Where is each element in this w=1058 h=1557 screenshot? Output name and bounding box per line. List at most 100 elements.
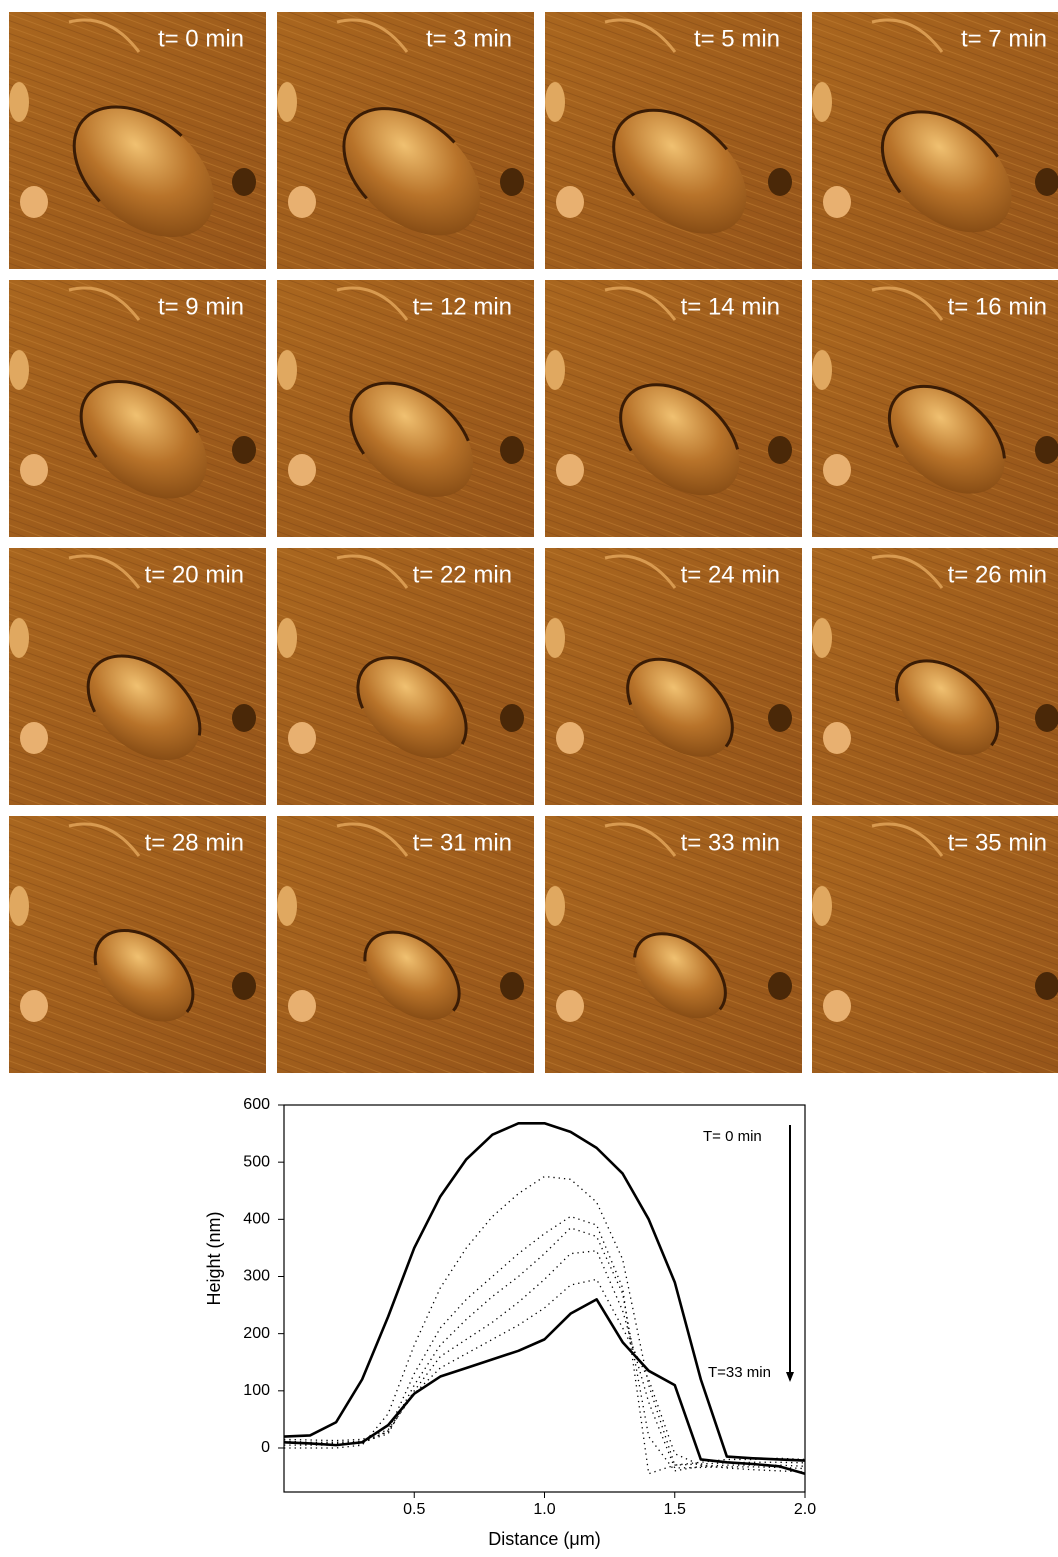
- y-tick-label: 100: [243, 1382, 270, 1399]
- particle: [9, 82, 29, 122]
- panel-label: t= 3 min: [426, 25, 512, 52]
- afm-panel: t= 28 min: [9, 816, 266, 1073]
- annotation: T= 0 min: [703, 1128, 762, 1145]
- x-tick-label: 1.0: [533, 1501, 555, 1518]
- particle: [500, 168, 524, 196]
- y-tick-label: 0: [261, 1439, 270, 1456]
- panel-label: t= 20 min: [145, 561, 244, 588]
- panel-label: t= 9 min: [158, 293, 244, 320]
- particle: [545, 618, 565, 658]
- particle: [556, 722, 584, 754]
- x-tick-label: 0.5: [403, 1501, 425, 1518]
- particle: [545, 82, 565, 122]
- particle: [277, 618, 297, 658]
- afm-panel: t= 3 min: [277, 12, 534, 269]
- x-tick-label: 1.5: [664, 1501, 686, 1518]
- particle: [232, 436, 256, 464]
- particle: [20, 454, 48, 486]
- y-tick-label: 600: [243, 1096, 270, 1113]
- y-tick-label: 500: [243, 1153, 270, 1170]
- series-line: [284, 1216, 805, 1473]
- panel-label: t= 35 min: [948, 829, 1047, 856]
- particle: [812, 82, 832, 122]
- afm-panel: t= 33 min: [545, 816, 802, 1073]
- panel-label: t= 26 min: [948, 561, 1047, 588]
- particle: [9, 618, 29, 658]
- particle: [545, 886, 565, 926]
- particle: [232, 972, 256, 1000]
- x-tick-label: 2.0: [794, 1501, 816, 1518]
- particle: [277, 82, 297, 122]
- particle: [823, 990, 851, 1022]
- panel-label: t= 12 min: [413, 293, 512, 320]
- y-axis-label: Height (nm): [204, 1211, 224, 1305]
- series-line: [284, 1176, 805, 1465]
- arrow-head: [786, 1372, 794, 1382]
- particle: [768, 168, 792, 196]
- particle: [823, 186, 851, 218]
- particle: [500, 972, 524, 1000]
- panel-label: t= 5 min: [694, 25, 780, 52]
- particle: [277, 886, 297, 926]
- panel-label: t= 33 min: [681, 829, 780, 856]
- afm-panel: t= 0 min: [9, 12, 266, 269]
- particle: [1035, 436, 1058, 464]
- panel-label: t= 28 min: [145, 829, 244, 856]
- panel-label: t= 24 min: [681, 561, 780, 588]
- afm-panel: t= 24 min: [545, 548, 802, 805]
- particle: [1035, 168, 1058, 196]
- particle: [288, 454, 316, 486]
- particle: [768, 704, 792, 732]
- panel-label: t= 0 min: [158, 25, 244, 52]
- annotation: T=33 min: [708, 1364, 771, 1381]
- particle: [20, 990, 48, 1022]
- afm-panel: t= 20 min: [9, 548, 266, 805]
- particle: [232, 168, 256, 196]
- series-line: [284, 1251, 805, 1469]
- particle: [823, 722, 851, 754]
- particle: [823, 454, 851, 486]
- afm-panel: t= 22 min: [277, 548, 534, 805]
- afm-panel: t= 26 min: [812, 548, 1058, 805]
- series-line: [284, 1299, 805, 1473]
- afm-panel: t= 7 min: [812, 12, 1058, 269]
- series-line: [284, 1123, 805, 1460]
- particle: [768, 972, 792, 1000]
- particle: [20, 722, 48, 754]
- plot-frame: [284, 1105, 805, 1492]
- particle: [288, 186, 316, 218]
- panel-label: t= 7 min: [961, 25, 1047, 52]
- particle: [545, 350, 565, 390]
- panel-label: t= 22 min: [413, 561, 512, 588]
- particle: [812, 350, 832, 390]
- particle: [288, 722, 316, 754]
- particle: [500, 436, 524, 464]
- afm-panel: t= 9 min: [9, 280, 266, 537]
- particle: [232, 704, 256, 732]
- afm-panel: t= 14 min: [545, 280, 802, 537]
- particle: [1035, 972, 1058, 1000]
- panel-label: t= 31 min: [413, 829, 512, 856]
- afm-panel: t= 12 min: [277, 280, 534, 537]
- afm-panel: t= 5 min: [545, 12, 802, 269]
- particle: [500, 704, 524, 732]
- particle: [9, 886, 29, 926]
- x-axis-label: Distance (μm): [488, 1529, 600, 1549]
- particle: [768, 436, 792, 464]
- particle: [288, 990, 316, 1022]
- particle: [1035, 704, 1058, 732]
- particle: [556, 454, 584, 486]
- particle: [9, 350, 29, 390]
- particle: [556, 186, 584, 218]
- series-line: [284, 1228, 805, 1471]
- panel-label: t= 16 min: [948, 293, 1047, 320]
- particle: [20, 186, 48, 218]
- particle: [556, 990, 584, 1022]
- afm-panel: t= 35 min: [812, 816, 1058, 1073]
- afm-panel: t= 31 min: [277, 816, 534, 1073]
- y-tick-label: 300: [243, 1268, 270, 1285]
- panel-label: t= 14 min: [681, 293, 780, 320]
- afm-panel: t= 16 min: [812, 280, 1058, 537]
- particle: [812, 618, 832, 658]
- y-tick-label: 200: [243, 1325, 270, 1342]
